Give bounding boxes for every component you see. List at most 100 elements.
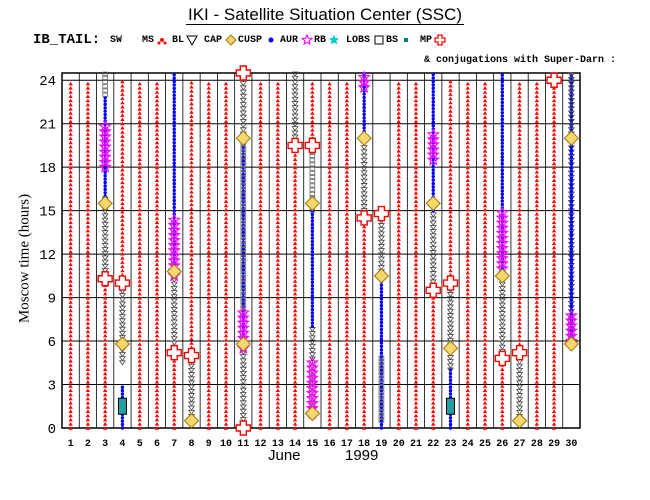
marker-mp-day-22 bbox=[425, 282, 441, 299]
segment-lobs-day-3 bbox=[102, 71, 108, 97]
x-tick-label: 26 bbox=[496, 439, 508, 450]
aurora-day-26 bbox=[495, 205, 509, 275]
marker-mp-day-23 bbox=[442, 275, 459, 291]
marker-cap-day-11 bbox=[235, 336, 252, 352]
segment-bl-day-7 bbox=[170, 269, 178, 359]
x-tick-label: 6 bbox=[154, 439, 160, 450]
segment-ms-day-29 bbox=[551, 81, 557, 430]
segment-ms-day-8 bbox=[189, 80, 194, 358]
marker-cap-day-27 bbox=[511, 413, 528, 429]
legend-symbol-rb bbox=[329, 34, 340, 45]
aurora-day-3 bbox=[98, 119, 112, 173]
legend-label-rb: RB bbox=[314, 35, 327, 46]
segment-ms-day-4 bbox=[120, 79, 125, 285]
marker-mp-day-11 bbox=[235, 65, 251, 81]
segment-bl-day-11 bbox=[239, 72, 247, 141]
y-tick-label: 18 bbox=[39, 161, 56, 177]
segment-ms-day-23 bbox=[448, 79, 453, 285]
segment-ms-day-25 bbox=[482, 81, 488, 430]
marker-cap-day-22 bbox=[425, 195, 441, 212]
segment-ms-day-10 bbox=[223, 81, 229, 430]
legend-label-ms: MS bbox=[142, 35, 155, 46]
marker-cap-day-11 bbox=[235, 130, 252, 146]
legend-symbol-bl bbox=[186, 35, 199, 46]
legend-symbol-aur bbox=[300, 34, 313, 46]
legend-label-cusp: CUSP bbox=[238, 35, 263, 46]
y-tick-label: 21 bbox=[39, 118, 56, 134]
page-title: IKI - Satellite Situation Center (SSC) bbox=[0, 5, 650, 25]
segment-cusp-day-18 bbox=[362, 71, 366, 140]
legend-label-cap: CAP bbox=[204, 35, 223, 46]
x-tick-label: 18 bbox=[358, 439, 370, 450]
y-tick-label: 24 bbox=[39, 74, 56, 90]
x-tick-label: 25 bbox=[479, 439, 491, 450]
marker-cap-day-15 bbox=[304, 195, 321, 212]
legend-label-mp: MP bbox=[420, 35, 433, 46]
segment-ms-day-22 bbox=[431, 291, 436, 430]
x-tick-label: 20 bbox=[393, 439, 405, 450]
y-tick-label: 3 bbox=[48, 379, 56, 395]
x-tick-label: 16 bbox=[324, 439, 336, 450]
x-tick-label: 11 bbox=[237, 439, 249, 450]
legend-label-lobs: LOBS bbox=[346, 35, 371, 46]
segment-bl-day-22 bbox=[429, 212, 437, 294]
x-tick-label: 29 bbox=[548, 439, 560, 450]
x-tick-label: 30 bbox=[565, 439, 577, 450]
marker-cap-day-30 bbox=[563, 336, 580, 352]
marker-mp-day-8 bbox=[183, 347, 200, 364]
x-tick-label: 3 bbox=[102, 439, 108, 450]
segment-ms-day-27 bbox=[517, 81, 522, 351]
x-tick-label: 19 bbox=[375, 439, 387, 450]
segment-ms-day-18 bbox=[361, 212, 367, 430]
marker-mp-day-4 bbox=[114, 275, 131, 291]
x-tick-label: 23 bbox=[444, 439, 456, 450]
x-tick-label: 24 bbox=[462, 439, 474, 450]
x-tick-label: 27 bbox=[514, 439, 526, 450]
x-tick-label: 4 bbox=[119, 439, 125, 450]
marker-cap-day-30 bbox=[563, 130, 580, 146]
marker-mp-day-11 bbox=[235, 420, 251, 436]
legend-symbol-ms bbox=[157, 38, 167, 45]
y-tick-label: 6 bbox=[48, 335, 56, 351]
marker-mp-day-15 bbox=[304, 137, 321, 154]
x-tick-label: 22 bbox=[427, 439, 439, 450]
marker-mp-day-7 bbox=[166, 344, 182, 361]
x-tick-label: 5 bbox=[137, 439, 143, 450]
segment-bl-day-14 bbox=[291, 71, 299, 149]
segment-ms-day-2 bbox=[85, 81, 91, 430]
title-text: IKI - Satellite Situation Center (SSC) bbox=[185, 5, 464, 25]
legend-symbol-cap bbox=[224, 34, 237, 46]
segment-lobs-day-11 bbox=[240, 137, 247, 315]
marker-cap-day-23 bbox=[442, 340, 459, 357]
segment-ms-day-15 bbox=[310, 81, 315, 141]
marker-mp-day-29 bbox=[546, 72, 562, 88]
x-tick-label: 2 bbox=[85, 439, 91, 450]
segment-ms-day-24 bbox=[465, 81, 470, 430]
marker-bs-day-4 bbox=[117, 397, 127, 415]
marker-cap-day-18 bbox=[356, 130, 372, 146]
segment-ms-day-20 bbox=[396, 81, 401, 430]
aurora-day-22 bbox=[426, 127, 440, 166]
x-tick-label: 10 bbox=[220, 439, 232, 450]
segment-bl-day-26 bbox=[498, 277, 506, 359]
marker-mp-day-26 bbox=[494, 350, 510, 367]
legend-symbol-bs bbox=[404, 38, 409, 42]
aurora-day-15 bbox=[305, 355, 319, 420]
x-tick-label: 12 bbox=[255, 439, 267, 450]
legend-label-sw: SW bbox=[110, 35, 123, 46]
x-axis-month: June bbox=[268, 447, 301, 464]
legend-label-bs: BS bbox=[386, 35, 399, 46]
segment-ms-day-9 bbox=[206, 81, 211, 430]
segment-ms-day-28 bbox=[534, 81, 540, 430]
segment-ms-day-17 bbox=[344, 81, 350, 430]
segment-ms-day-7 bbox=[172, 354, 177, 430]
marker-cap-day-15 bbox=[304, 405, 321, 422]
conjugations-note: & conjugations with Super-Darn : bbox=[424, 55, 617, 66]
marker-mp-day-19 bbox=[373, 205, 390, 222]
segment-bl-day-8 bbox=[187, 355, 196, 424]
x-tick-label: 8 bbox=[188, 439, 194, 450]
marker-mp-day-14 bbox=[287, 137, 303, 154]
marker-mp-day-3 bbox=[97, 271, 113, 287]
segment-lobs-day-19 bbox=[378, 355, 385, 423]
